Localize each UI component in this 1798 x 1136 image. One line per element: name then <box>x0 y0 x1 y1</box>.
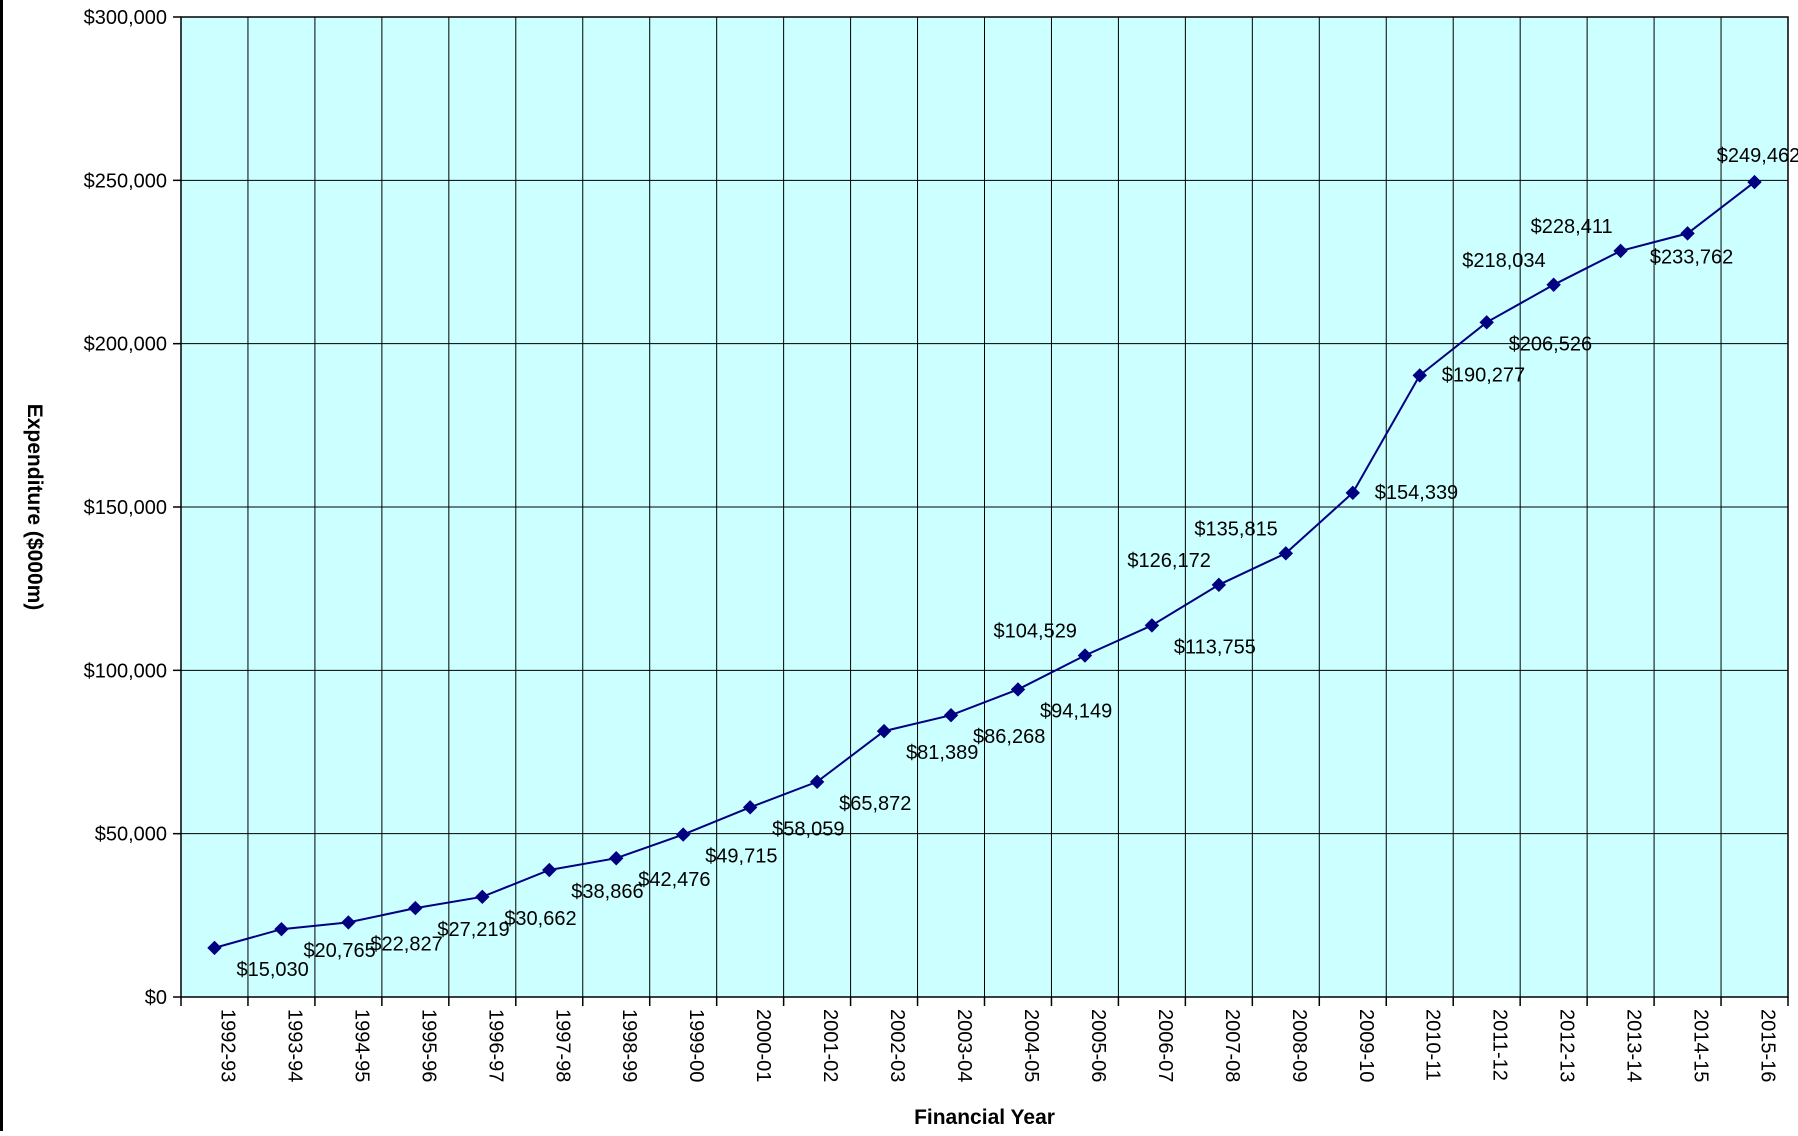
x-tick-label: 1998-99 <box>618 1009 640 1082</box>
data-point-marker <box>207 940 222 956</box>
grid-lines <box>181 16 1788 998</box>
y-tick-label: $100,000 <box>84 660 167 682</box>
data-point-marker <box>1680 226 1695 241</box>
y-tick-label: $300,000 <box>84 7 167 29</box>
data-label: $58,059 <box>772 818 844 840</box>
x-tick-label: 1999-00 <box>685 1009 707 1082</box>
y-axis-ticks: $0 $50,000 $100,000 $150,000 $200,000 $250,00… <box>84 7 181 1009</box>
data-point-marker <box>742 800 758 815</box>
data-point-marker <box>675 827 691 842</box>
data-point-marker <box>1613 243 1628 259</box>
data-label: $104,529 <box>994 621 1077 643</box>
data-label: $228,411 <box>1531 216 1613 238</box>
x-tick-label: 2015-16 <box>1757 1009 1779 1082</box>
data-label: $113,755 <box>1174 636 1256 658</box>
data-point-marker <box>542 862 557 878</box>
data-label: $135,815 <box>1194 518 1277 540</box>
data-point-marker <box>809 774 825 790</box>
y-axis-title: Expenditure ($000m) <box>23 404 46 611</box>
y-tick-label: $250,000 <box>84 170 167 192</box>
data-point-marker <box>1211 577 1227 593</box>
x-tick-label: 2009-10 <box>1355 1009 1377 1082</box>
data-label: $20,765 <box>303 940 375 962</box>
data-point-marker <box>943 707 959 723</box>
x-tick-label: 1997-98 <box>551 1009 573 1082</box>
y-tick-label: $0 <box>145 987 167 1009</box>
data-point-marker <box>408 900 423 916</box>
data-point-marker <box>1747 174 1762 190</box>
x-tick-label: 2012-13 <box>1556 1009 1578 1082</box>
data-point-marker <box>1010 682 1026 697</box>
data-labels: $15,030$20,765$22,827$27,219$30,662 $38,8… <box>236 145 1798 981</box>
x-tick-label: 1996-97 <box>484 1009 506 1082</box>
data-label: $218,034 <box>1462 250 1545 272</box>
data-label: $190,277 <box>1442 364 1525 386</box>
x-tick-label: 2008-09 <box>1288 1009 1310 1082</box>
data-point-marker <box>1479 315 1494 330</box>
data-label: $27,219 <box>437 919 509 941</box>
data-point-marker <box>1077 648 1093 663</box>
x-tick-label: 2014-15 <box>1690 1009 1712 1082</box>
x-tick-label: 2011-12 <box>1489 1009 1511 1081</box>
data-label: $30,662 <box>504 908 576 930</box>
x-axis-ticks: 1992-93 1993-94 1994-95 1995-96 1996-97 1997-… <box>180 997 1789 1082</box>
frame-left-border <box>0 0 3 1131</box>
data-label: $249,462 <box>1717 145 1798 167</box>
x-tick-label: 2003-04 <box>953 1009 975 1082</box>
data-label: $22,827 <box>370 933 442 955</box>
data-label: $86,268 <box>973 726 1045 748</box>
x-tick-label: 2006-07 <box>1154 1009 1176 1082</box>
data-label: $154,339 <box>1375 482 1458 504</box>
data-label: $38,866 <box>571 881 643 903</box>
x-tick-label: 2001-02 <box>819 1009 841 1082</box>
data-point-marker <box>609 851 624 866</box>
data-point-marker <box>274 921 289 937</box>
data-point-marker <box>341 915 356 930</box>
y-tick-label: $200,000 <box>84 334 167 356</box>
y-tick-label: $150,000 <box>84 497 167 519</box>
data-label: $81,389 <box>906 742 978 764</box>
x-tick-label: 1993-94 <box>283 1009 305 1082</box>
data-label: $65,872 <box>839 793 911 815</box>
x-tick-label: 1995-96 <box>417 1009 439 1082</box>
x-tick-label: 2002-03 <box>886 1009 908 1082</box>
x-tick-label: 2004-05 <box>1020 1009 1042 1082</box>
x-axis-title: Financial Year <box>914 1106 1055 1129</box>
data-label: $126,172 <box>1127 550 1210 572</box>
data-point-marker <box>1278 546 1294 561</box>
data-label: $42,476 <box>638 869 710 891</box>
x-tick-label: 2007-08 <box>1221 1009 1243 1082</box>
series-line <box>214 181 1756 949</box>
data-point-marker <box>1144 618 1160 633</box>
data-label: $206,526 <box>1509 333 1592 355</box>
data-point-marker <box>876 723 892 739</box>
data-label: $94,149 <box>1040 700 1112 722</box>
data-point-marker <box>475 889 490 905</box>
x-tick-label: 2000-01 <box>752 1009 774 1082</box>
data-label: $15,030 <box>236 959 308 981</box>
x-tick-label: 2013-14 <box>1623 1009 1645 1082</box>
data-point-marker <box>1412 368 1427 383</box>
x-tick-label: 1992-93 <box>216 1009 238 1082</box>
data-point-marker <box>1546 277 1561 292</box>
x-tick-label: 1994-95 <box>350 1009 372 1082</box>
data-markers <box>207 174 1762 956</box>
x-tick-label: 2005-06 <box>1087 1009 1109 1082</box>
y-tick-label: $50,000 <box>95 824 167 846</box>
data-point-marker <box>1345 485 1360 501</box>
data-label: $233,762 <box>1650 246 1733 268</box>
x-tick-label: 2010-11 <box>1422 1009 1444 1081</box>
data-label: $49,715 <box>705 846 777 868</box>
